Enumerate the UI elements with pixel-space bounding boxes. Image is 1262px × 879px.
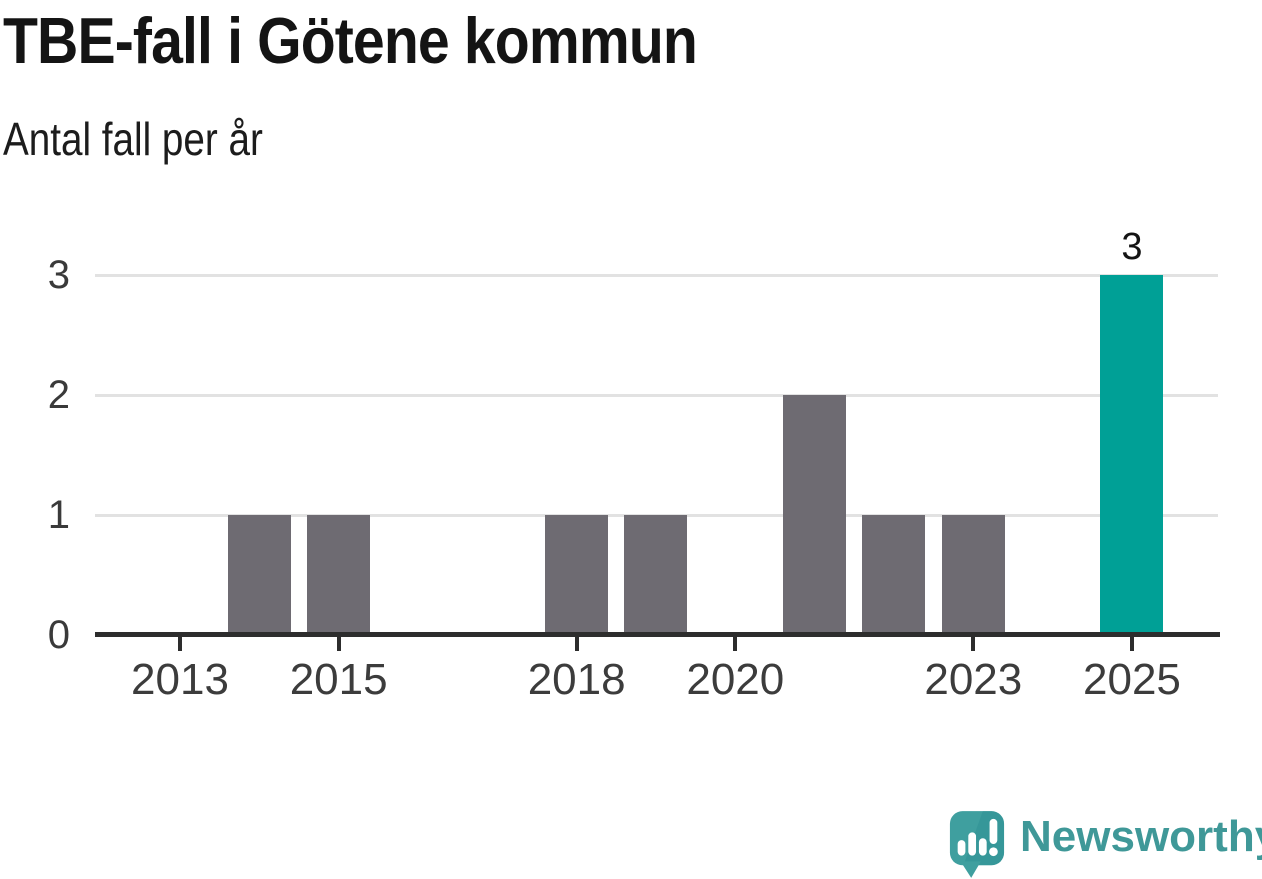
chart-subtitle: Antal fall per år: [3, 113, 263, 165]
gridline-3: [95, 273, 1218, 277]
newsworthy-logo-icon: [949, 811, 1005, 878]
x-axis-label-2025: 2025: [1083, 655, 1181, 704]
bar-2015: [307, 515, 371, 635]
x-axis-tick-2020: [733, 637, 738, 651]
bar-2025: [1100, 275, 1164, 635]
x-axis-tick-2025: [1129, 637, 1134, 651]
x-axis-label-2020: 2020: [686, 655, 785, 704]
x-axis-label-2015: 2015: [289, 655, 388, 704]
bar-2021: [783, 395, 847, 635]
x-axis-label-2018: 2018: [527, 655, 626, 704]
x-axis-tick-2023: [971, 637, 976, 651]
newsworthy-logo-text: Newsworthy: [1020, 812, 1262, 861]
y-axis-label-3: 3: [47, 253, 70, 297]
bar-2014: [227, 515, 291, 635]
bar-2019: [624, 515, 688, 635]
bar-2018: [545, 515, 609, 635]
newsworthy-logo: Newsworthy: [948, 809, 1262, 879]
x-axis-tick-2013: [178, 637, 182, 651]
x-axis-label-2023: 2023: [924, 655, 1023, 704]
bar-2022: [862, 515, 926, 635]
x-axis-tick-2015: [336, 637, 341, 651]
bar-value-label-2025: 3: [1121, 226, 1143, 268]
x-axis-line: [95, 632, 1220, 637]
y-axis-label-0: 0: [47, 613, 70, 657]
bar-2023: [941, 515, 1005, 635]
x-axis-tick-2018: [574, 637, 579, 651]
gridline-2: [95, 393, 1218, 397]
chart-title: TBE-fall i Götene kommun: [3, 4, 698, 77]
x-axis-label-2013: 2013: [131, 655, 229, 704]
y-axis-label-2: 2: [47, 373, 70, 417]
y-axis-label-1: 1: [47, 493, 70, 537]
